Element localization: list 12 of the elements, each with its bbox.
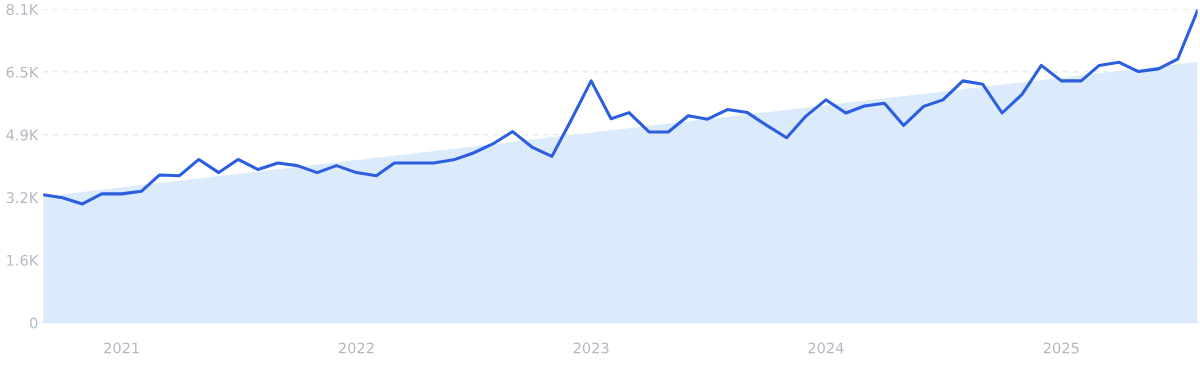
line-series — [43, 9, 1198, 206]
x-tick-label: 2023 — [573, 342, 609, 354]
x-tick-label: 2021 — [104, 342, 139, 354]
y-tick-label: 3.2K — [6, 192, 39, 204]
y-tick-label: 1.6K — [7, 254, 39, 266]
y-tick-label: 8.1K — [6, 3, 39, 16]
x-tick-label: 2022 — [338, 342, 374, 354]
x-tick-label: 2024 — [808, 342, 844, 354]
y-tick-label: 4.9K — [6, 129, 39, 141]
x-tick-label: 2025 — [1043, 342, 1079, 354]
y-tick-label: 6.5K — [6, 66, 39, 78]
y-tick-label: 0 — [30, 317, 38, 329]
